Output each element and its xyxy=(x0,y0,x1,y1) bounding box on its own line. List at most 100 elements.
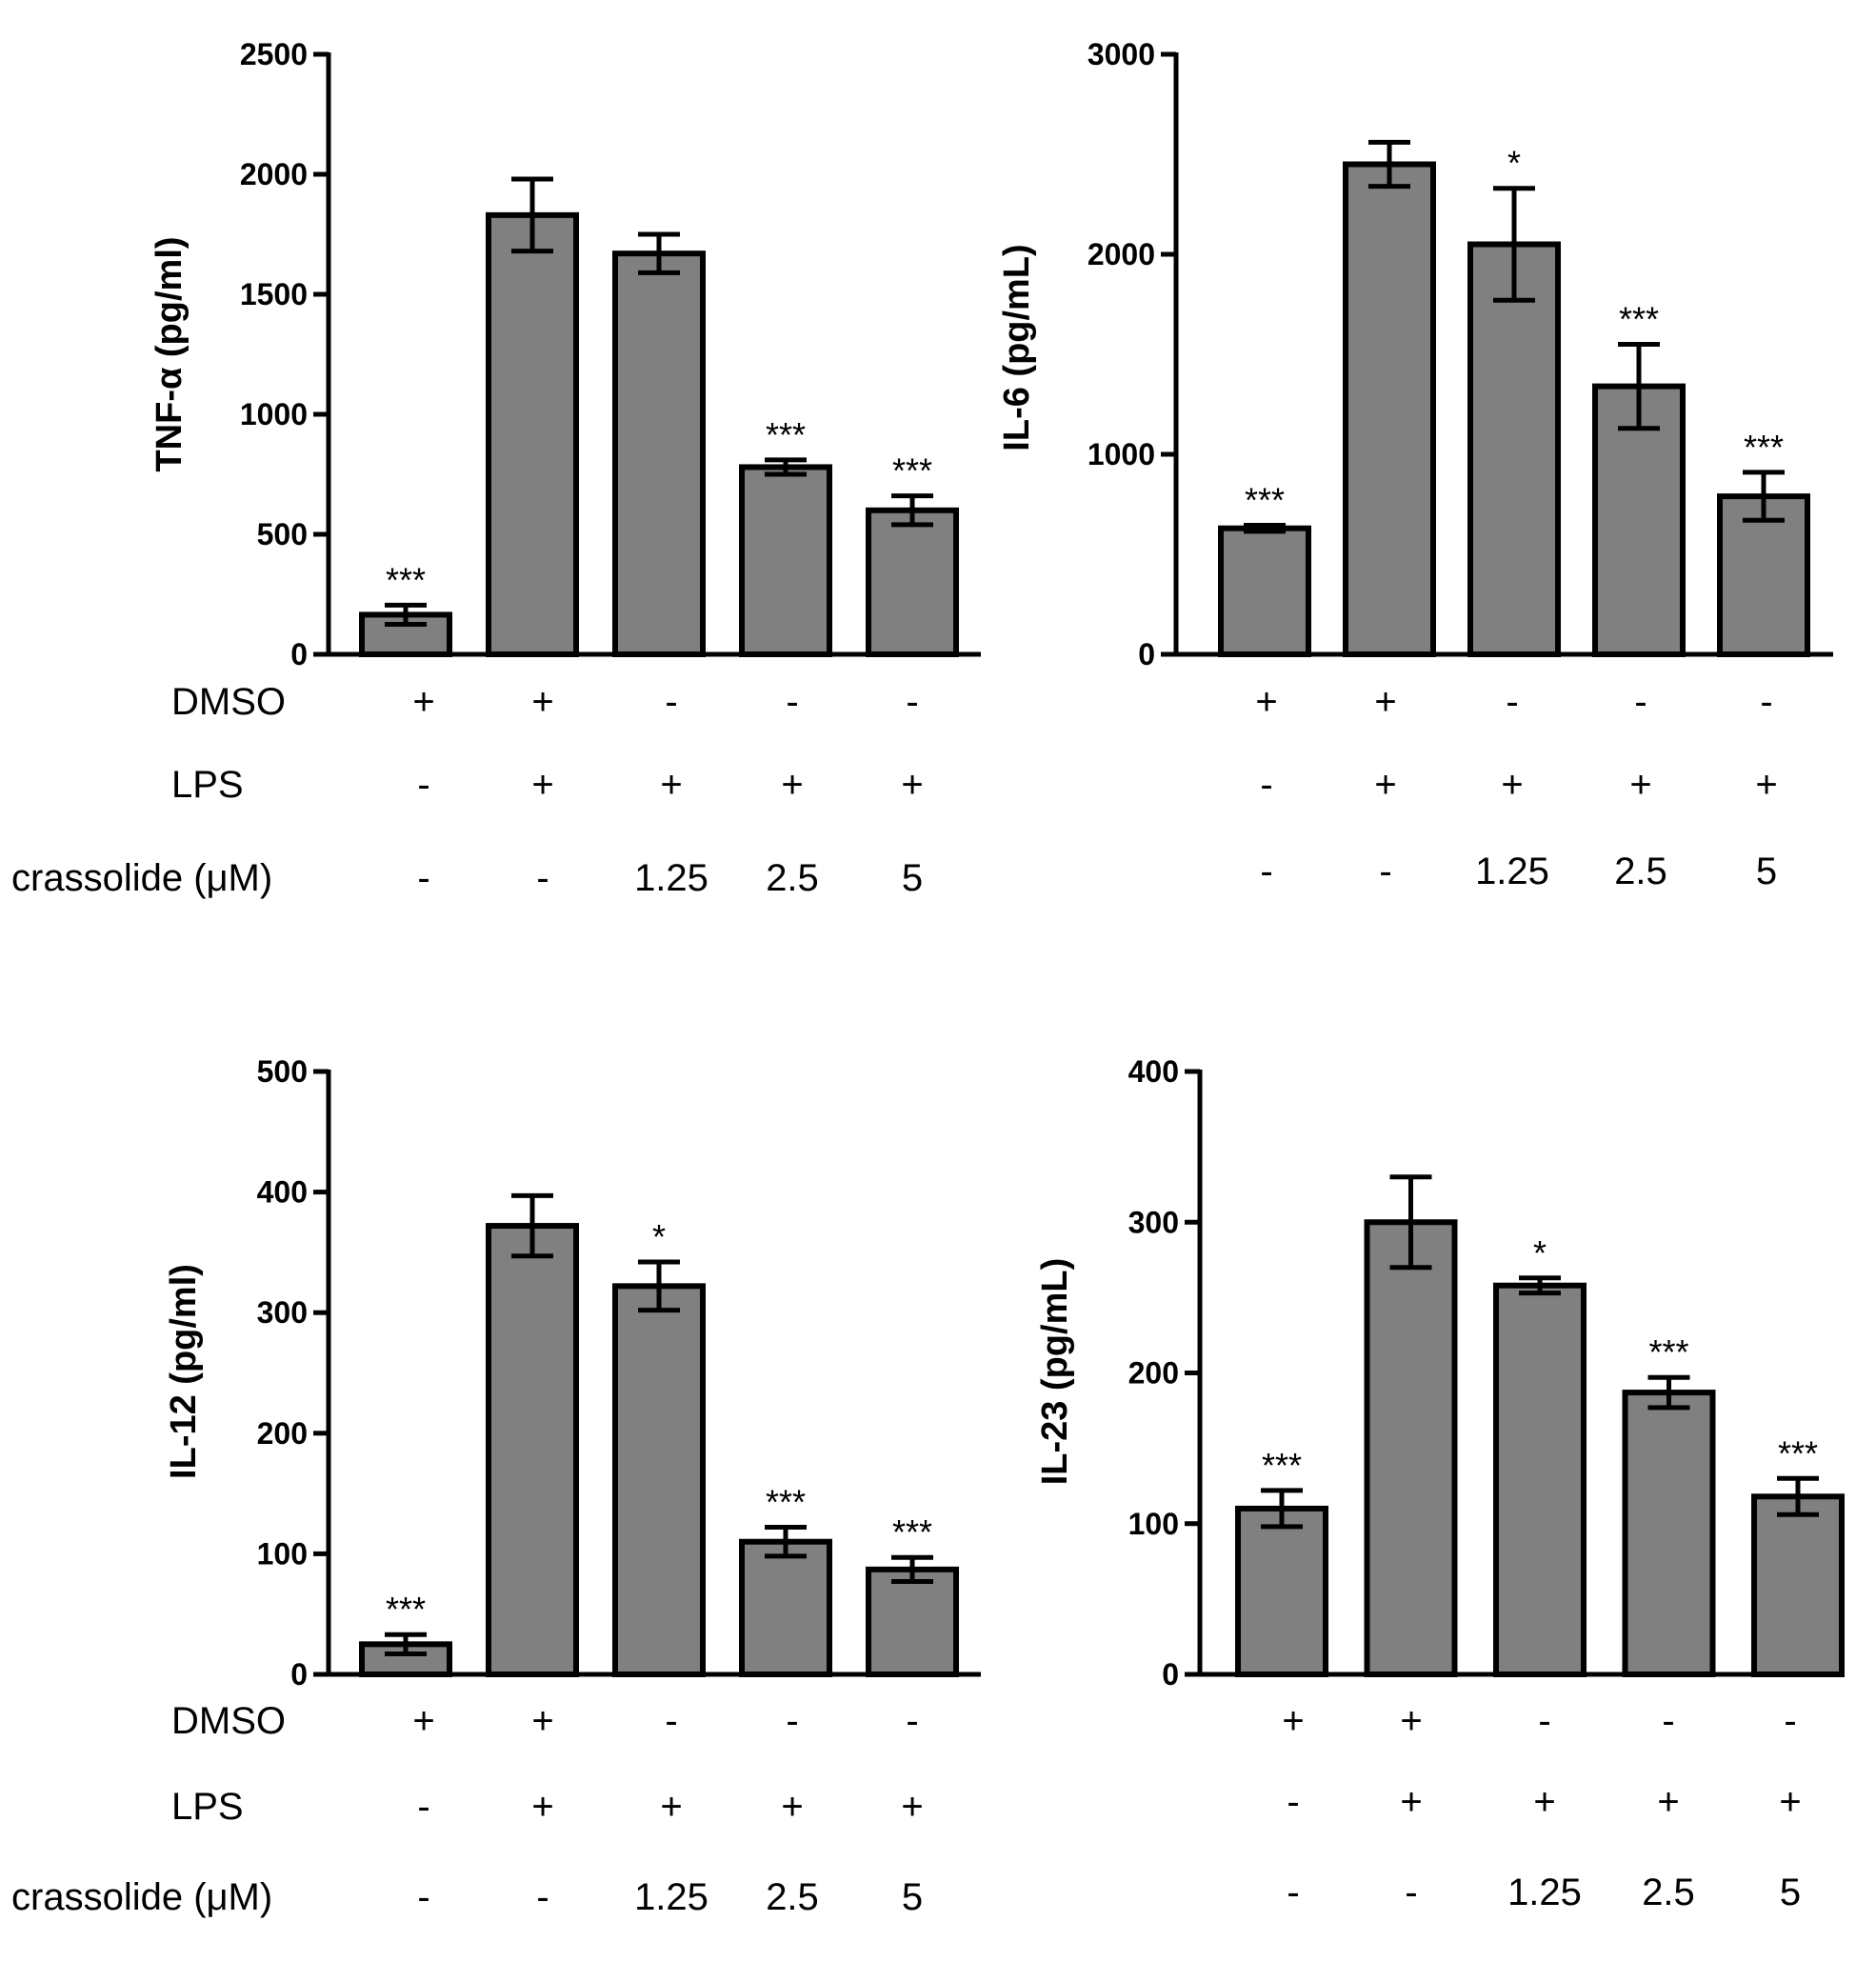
condition-value: - xyxy=(1260,851,1272,892)
error-bar xyxy=(1519,1275,1561,1296)
bar xyxy=(612,250,706,657)
condition-value: + xyxy=(412,1700,434,1742)
y-tick-label: 100 xyxy=(1128,1507,1179,1541)
condition-value: + xyxy=(1657,1781,1679,1823)
condition-value: + xyxy=(531,1700,553,1742)
condition-value: + xyxy=(1255,681,1277,723)
y-axis-label: IL-6 (pg/mL) xyxy=(997,244,1037,450)
condition-value: 5 xyxy=(902,857,923,899)
y-axis-label: IL-12 (pg/ml) xyxy=(164,1264,204,1479)
condition-value: 5 xyxy=(1780,1872,1801,1913)
error-bar xyxy=(1261,1488,1303,1530)
condition-value: + xyxy=(1501,764,1523,806)
condition-value: + xyxy=(1755,764,1777,806)
condition-row-label: DMSO xyxy=(171,1700,286,1742)
condition-value: - xyxy=(417,1876,429,1918)
condition-value: 1.25 xyxy=(634,1876,708,1918)
y-tick-label: 1000 xyxy=(1088,437,1155,471)
condition-value: - xyxy=(417,1786,429,1828)
significance-label: *** xyxy=(386,560,426,599)
significance-label: * xyxy=(1507,144,1521,183)
condition-value: 5 xyxy=(1756,851,1777,892)
significance-label: *** xyxy=(1778,1433,1818,1472)
condition-value: - xyxy=(536,857,549,899)
condition-value: - xyxy=(786,681,798,723)
y-tick-label: 400 xyxy=(1128,1054,1179,1089)
bar xyxy=(1493,1282,1587,1677)
y-tick-label: 300 xyxy=(257,1295,308,1330)
bar xyxy=(486,211,579,657)
error-bar xyxy=(765,457,807,477)
y-tick-label: 200 xyxy=(257,1416,308,1451)
condition-value: - xyxy=(1379,851,1391,892)
condition-value: - xyxy=(1760,681,1772,723)
bar xyxy=(1592,383,1686,657)
condition-value: + xyxy=(531,681,553,723)
bar xyxy=(1343,161,1436,657)
condition-value: + xyxy=(1400,1781,1422,1823)
condition-value: - xyxy=(1287,1872,1299,1913)
error-bar xyxy=(385,602,427,627)
error-bar xyxy=(1493,186,1535,303)
condition-value: + xyxy=(531,1786,553,1828)
condition-value: - xyxy=(906,681,918,723)
condition-value: - xyxy=(1538,1700,1550,1742)
condition-value: - xyxy=(1287,1781,1299,1823)
condition-value: - xyxy=(665,681,677,723)
condition-value: + xyxy=(660,1786,682,1828)
error-bar xyxy=(511,176,553,254)
error-bar xyxy=(1368,139,1410,190)
bar xyxy=(866,507,959,657)
condition-value: + xyxy=(1779,1781,1801,1823)
condition-value: - xyxy=(1260,764,1272,806)
significance-label: *** xyxy=(1744,428,1784,467)
error-bar xyxy=(1647,1374,1690,1411)
condition-value: 2.5 xyxy=(1614,851,1667,892)
bar xyxy=(1364,1219,1458,1677)
condition-value: 1.25 xyxy=(1475,851,1549,892)
bar xyxy=(739,1538,832,1677)
error-bar xyxy=(638,1259,680,1313)
y-axis-label: IL-23 (pg/mL) xyxy=(1035,1258,1075,1486)
condition-value: + xyxy=(660,764,682,806)
condition-value: + xyxy=(1533,1781,1555,1823)
condition-value: + xyxy=(1400,1700,1422,1742)
y-tick-label: 2000 xyxy=(1088,237,1155,271)
condition-value: + xyxy=(901,1786,923,1828)
error-bar xyxy=(765,1525,807,1559)
bar xyxy=(1218,525,1311,658)
significance-label: *** xyxy=(1262,1446,1302,1485)
error-bar xyxy=(638,231,680,275)
bar xyxy=(866,1566,959,1678)
y-tick-label: 3000 xyxy=(1088,37,1155,71)
condition-value: - xyxy=(1405,1872,1417,1913)
error-bar xyxy=(1618,342,1660,431)
error-bar xyxy=(511,1192,553,1259)
condition-value: 2.5 xyxy=(1642,1872,1695,1913)
condition-value: 1.25 xyxy=(634,857,708,899)
condition-value: 2.5 xyxy=(766,1876,819,1918)
significance-label: *** xyxy=(386,1590,426,1629)
condition-value: + xyxy=(781,1786,803,1828)
error-bar xyxy=(385,1632,427,1656)
condition-value: - xyxy=(786,1700,798,1742)
significance-label: *** xyxy=(892,451,932,490)
condition-value: - xyxy=(417,857,429,899)
condition-value: - xyxy=(536,1876,549,1918)
condition-value: + xyxy=(412,681,434,723)
y-tick-label: 0 xyxy=(290,637,308,671)
condition-value: - xyxy=(906,1700,918,1742)
y-tick-label: 200 xyxy=(1128,1356,1179,1391)
condition-value: + xyxy=(531,764,553,806)
y-tick-label: 1500 xyxy=(240,277,308,311)
error-bar xyxy=(1244,523,1286,534)
y-tick-label: 2000 xyxy=(240,157,308,191)
significance-label: * xyxy=(652,1217,666,1256)
significance-label: *** xyxy=(766,415,806,454)
bar xyxy=(1467,241,1561,657)
y-tick-label: 2500 xyxy=(240,37,308,71)
condition-row-label: LPS xyxy=(171,1786,244,1828)
y-tick-label: 500 xyxy=(257,517,308,551)
condition-value: + xyxy=(1374,764,1396,806)
